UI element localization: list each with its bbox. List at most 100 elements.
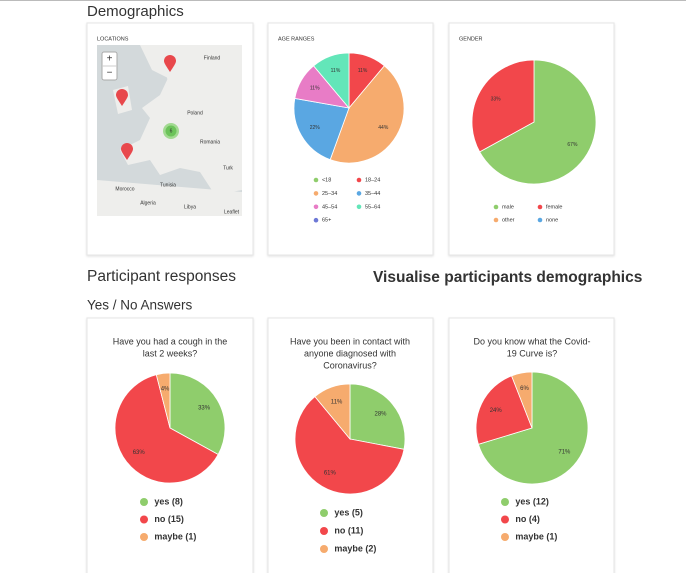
pie-slice[interactable] — [471, 59, 535, 153]
pie-slice[interactable] — [329, 65, 405, 164]
pie-slice[interactable] — [155, 372, 171, 429]
cluster-count: 6 — [170, 128, 173, 134]
legend-label[interactable]: maybe (1) — [515, 531, 557, 541]
legend-dot[interactable] — [140, 533, 148, 541]
legend-label[interactable]: no (15) — [154, 514, 184, 524]
card-title: GENDER — [459, 36, 483, 42]
map-place-label: Algeria — [140, 200, 156, 206]
map-cluster-core — [165, 125, 177, 137]
map-marker[interactable] — [164, 55, 176, 72]
section-title: Demographics — [87, 3, 184, 20]
pie-slice[interactable] — [293, 97, 350, 161]
pie-slice[interactable] — [511, 371, 533, 429]
legend-dot[interactable] — [313, 217, 319, 223]
legend-label[interactable]: no (4) — [515, 514, 540, 524]
legend-dot[interactable] — [493, 204, 499, 210]
slice-label: 4% — [161, 386, 170, 392]
legend-label[interactable]: female — [546, 204, 563, 210]
legend-label[interactable]: 18–24 — [365, 177, 380, 183]
legend-dot[interactable] — [320, 545, 328, 553]
slice-label: 11% — [331, 399, 343, 405]
legend-dot[interactable] — [313, 204, 319, 210]
section-title: Participant responses — [87, 268, 236, 285]
legend-dot[interactable] — [356, 191, 362, 196]
legend-dot[interactable] — [320, 509, 328, 517]
map-place-label: Poland — [187, 110, 203, 116]
map-land — [120, 45, 242, 195]
slice-label: 24% — [490, 408, 503, 414]
caption: Visualise participants demographics — [373, 269, 642, 286]
legend-dot[interactable] — [320, 527, 328, 535]
slice-label: 61% — [324, 471, 337, 477]
legend-dot[interactable] — [493, 217, 499, 223]
legend-dot[interactable] — [537, 204, 543, 210]
legend-label[interactable]: yes (12) — [515, 496, 549, 506]
question: anyone diagnosed with — [304, 348, 396, 358]
slice-label: 28% — [375, 411, 388, 417]
card-title: AGE RANGES — [278, 36, 315, 42]
zoom-in[interactable]: + — [107, 54, 113, 65]
legend-label[interactable]: 35–44 — [365, 191, 380, 197]
slice-label: 11% — [310, 86, 320, 92]
slice-label: 11% — [331, 68, 341, 74]
question: last 2 weeks? — [143, 348, 198, 358]
map-place-label: Romania — [200, 139, 220, 145]
legend-dot[interactable] — [140, 498, 148, 506]
legend-label[interactable]: maybe (2) — [334, 543, 376, 553]
legend-label[interactable]: yes (8) — [154, 496, 183, 506]
slice-label: 11% — [358, 68, 368, 74]
legend-label[interactable]: male — [502, 204, 514, 210]
map[interactable] — [97, 45, 242, 216]
map-place-label: Morocco — [115, 186, 134, 192]
pie-slice[interactable] — [314, 383, 351, 441]
pie-slice[interactable] — [479, 59, 597, 185]
slice-label: 33% — [491, 97, 502, 103]
pie-slice[interactable] — [169, 372, 226, 456]
map-place-label: Turk — [223, 165, 233, 171]
map-place-label: Libya — [184, 204, 196, 210]
legend-label[interactable]: <18 — [322, 177, 331, 183]
legend-label[interactable]: 45–54 — [322, 204, 337, 210]
question: Have you been in contact with — [290, 336, 410, 346]
legend-label[interactable]: yes (5) — [334, 507, 363, 517]
legend-dot[interactable] — [501, 515, 509, 524]
slice-label: 44% — [378, 125, 389, 131]
pie-slice[interactable] — [349, 383, 406, 450]
pie-slice[interactable] — [294, 396, 405, 495]
legend-label[interactable]: other — [502, 217, 515, 223]
legend-label[interactable]: 55–64 — [365, 204, 380, 210]
slice-label: 33% — [198, 405, 211, 411]
slice-label: 71% — [558, 450, 571, 456]
pie-slice[interactable] — [313, 52, 350, 110]
slice-label: 63% — [133, 450, 146, 456]
map-marker[interactable] — [121, 143, 133, 160]
map-land — [97, 180, 242, 216]
slice-label: 22% — [310, 125, 321, 131]
legend-dot[interactable] — [501, 498, 509, 506]
slice-label: 6% — [520, 386, 529, 392]
pie-slice[interactable] — [477, 371, 589, 485]
legend-dot[interactable] — [313, 177, 319, 183]
legend-dot[interactable] — [537, 217, 543, 223]
legend-label[interactable]: none — [546, 217, 558, 223]
card-title: LOCATIONS — [97, 36, 129, 42]
legend-dot[interactable] — [356, 177, 362, 183]
legend-label[interactable]: 25–34 — [322, 191, 337, 197]
map-place-label: Tunisia — [160, 182, 176, 188]
legend-dot[interactable] — [313, 191, 319, 196]
legend-label[interactable]: no (11) — [334, 525, 363, 535]
map-place-label: Finland — [204, 55, 221, 61]
zoom-out[interactable]: − — [107, 68, 113, 79]
legend-label[interactable]: 65+ — [322, 218, 331, 224]
slice-label: 67% — [567, 142, 578, 148]
legend-dot[interactable] — [501, 533, 509, 541]
question: 19 Curve is? — [507, 348, 558, 358]
subsection-title: Yes / No Answers — [87, 298, 193, 313]
pie-slice[interactable] — [114, 374, 219, 484]
legend-dot[interactable] — [356, 204, 362, 210]
map-marker[interactable] — [116, 89, 128, 106]
legend-dot[interactable] — [140, 515, 148, 524]
legend-label[interactable]: maybe (1) — [154, 531, 196, 541]
question: Do you know what the Covid- — [473, 336, 590, 346]
